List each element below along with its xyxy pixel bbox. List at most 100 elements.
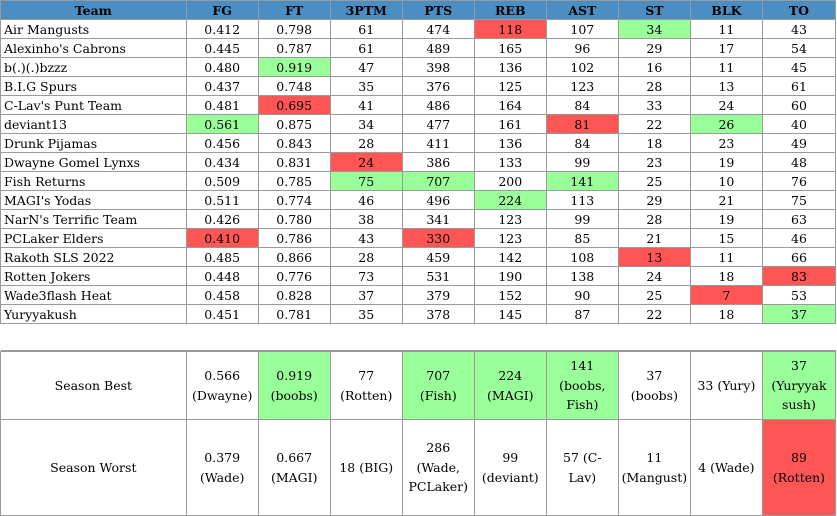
stat-cell-to[interactable]: 76 <box>761 171 837 191</box>
stat-cell-3ptm[interactable]: 75 <box>329 171 403 191</box>
stat-cell-st[interactable]: 34 <box>617 19 691 39</box>
season-best-cell-pts[interactable]: 707 (Fish) <box>401 351 475 420</box>
stat-cell-ft[interactable]: 0.787 <box>257 38 331 58</box>
column-header-fg[interactable]: FG <box>185 0 259 20</box>
stat-cell-reb[interactable]: 164 <box>473 95 547 115</box>
stat-cell-ast[interactable]: 84 <box>545 133 619 153</box>
stat-cell-ast[interactable]: 87 <box>545 304 619 324</box>
season-best-cell-to[interactable]: 37 (Yuryyak sush) <box>761 351 837 420</box>
column-header-st[interactable]: ST <box>617 0 691 20</box>
stat-cell-reb[interactable]: 125 <box>473 76 547 96</box>
season-best-cell-fg[interactable]: 0.566 (Dwayne) <box>185 351 259 420</box>
stat-cell-reb[interactable]: 145 <box>473 304 547 324</box>
stat-cell-to[interactable]: 45 <box>761 57 837 77</box>
team-name-cell[interactable]: B.I.G Spurs <box>0 76 187 96</box>
stat-cell-fg[interactable]: 0.445 <box>185 38 259 58</box>
stat-cell-reb[interactable]: 190 <box>473 266 547 286</box>
stat-cell-fg[interactable]: 0.448 <box>185 266 259 286</box>
stat-cell-fg[interactable]: 0.511 <box>185 190 259 210</box>
team-name-cell[interactable]: Rakoth SLS 2022 <box>0 247 187 267</box>
stat-cell-ast[interactable]: 107 <box>545 19 619 39</box>
stat-cell-to[interactable]: 61 <box>761 76 837 96</box>
team-name-cell[interactable]: Alexinho's Cabrons <box>0 38 187 58</box>
stat-cell-blk[interactable]: 18 <box>689 266 763 286</box>
stat-cell-pts[interactable]: 378 <box>401 304 475 324</box>
season-best-cell-reb[interactable]: 224 (MAGI) <box>473 351 547 420</box>
stat-cell-ft[interactable]: 0.785 <box>257 171 331 191</box>
stat-cell-to[interactable]: 75 <box>761 190 837 210</box>
stat-cell-fg[interactable]: 0.561 <box>185 114 259 134</box>
column-header-pts[interactable]: PTS <box>401 0 475 20</box>
stat-cell-st[interactable]: 28 <box>617 209 691 229</box>
stat-cell-ast[interactable]: 99 <box>545 152 619 172</box>
season-best-cell-st[interactable]: 37 (boobs) <box>617 351 691 420</box>
stat-cell-st[interactable]: 28 <box>617 76 691 96</box>
stat-cell-st[interactable]: 29 <box>617 38 691 58</box>
stat-cell-fg[interactable]: 0.437 <box>185 76 259 96</box>
team-name-cell[interactable]: Rotten Jokers <box>0 266 187 286</box>
stat-cell-3ptm[interactable]: 24 <box>329 152 403 172</box>
stat-cell-ast[interactable]: 96 <box>545 38 619 58</box>
stat-cell-ft[interactable]: 0.843 <box>257 133 331 153</box>
stat-cell-ft[interactable]: 0.774 <box>257 190 331 210</box>
stat-cell-fg[interactable]: 0.451 <box>185 304 259 324</box>
team-name-cell[interactable]: deviant13 <box>0 114 187 134</box>
stat-cell-3ptm[interactable]: 28 <box>329 133 403 153</box>
stat-cell-blk[interactable]: 10 <box>689 171 763 191</box>
stat-cell-fg[interactable]: 0.485 <box>185 247 259 267</box>
stat-cell-ft[interactable]: 0.695 <box>257 95 331 115</box>
stat-cell-pts[interactable]: 459 <box>401 247 475 267</box>
stat-cell-reb[interactable]: 142 <box>473 247 547 267</box>
team-name-cell[interactable]: C-Lav's Punt Team <box>0 95 187 115</box>
stat-cell-ft[interactable]: 0.748 <box>257 76 331 96</box>
stat-cell-blk[interactable]: 24 <box>689 95 763 115</box>
stat-cell-pts[interactable]: 474 <box>401 19 475 39</box>
stat-cell-to[interactable]: 48 <box>761 152 837 172</box>
season-worst-cell-fg[interactable]: 0.379 (Wade) <box>185 419 259 516</box>
stat-cell-ast[interactable]: 81 <box>545 114 619 134</box>
season-best-cell-blk[interactable]: 33 (Yury) <box>689 351 763 420</box>
stat-cell-ft[interactable]: 0.875 <box>257 114 331 134</box>
stat-cell-ft[interactable]: 0.919 <box>257 57 331 77</box>
stat-cell-ft[interactable]: 0.781 <box>257 304 331 324</box>
stat-cell-reb[interactable]: 200 <box>473 171 547 191</box>
stat-cell-pts[interactable]: 411 <box>401 133 475 153</box>
stat-cell-blk[interactable]: 17 <box>689 38 763 58</box>
stat-cell-to[interactable]: 66 <box>761 247 837 267</box>
stat-cell-ast[interactable]: 90 <box>545 285 619 305</box>
stat-cell-reb[interactable]: 123 <box>473 209 547 229</box>
stat-cell-reb[interactable]: 161 <box>473 114 547 134</box>
stat-cell-ft[interactable]: 0.828 <box>257 285 331 305</box>
stat-cell-ft[interactable]: 0.866 <box>257 247 331 267</box>
stat-cell-reb[interactable]: 118 <box>473 19 547 39</box>
stat-cell-reb[interactable]: 224 <box>473 190 547 210</box>
stat-cell-pts[interactable]: 707 <box>401 171 475 191</box>
season-worst-cell-ast[interactable]: 57 (C- Lav) <box>545 419 619 516</box>
stat-cell-fg[interactable]: 0.509 <box>185 171 259 191</box>
stat-cell-pts[interactable]: 386 <box>401 152 475 172</box>
team-name-cell[interactable]: MAGI's Yodas <box>0 190 187 210</box>
stat-cell-pts[interactable]: 379 <box>401 285 475 305</box>
stat-cell-ast[interactable]: 123 <box>545 76 619 96</box>
column-header-team[interactable]: Team <box>0 0 187 20</box>
stat-cell-st[interactable]: 33 <box>617 95 691 115</box>
stat-cell-st[interactable]: 25 <box>617 285 691 305</box>
stat-cell-pts[interactable]: 376 <box>401 76 475 96</box>
stat-cell-pts[interactable]: 477 <box>401 114 475 134</box>
stat-cell-st[interactable]: 21 <box>617 228 691 248</box>
stat-cell-to[interactable]: 46 <box>761 228 837 248</box>
stat-cell-reb[interactable]: 123 <box>473 228 547 248</box>
stat-cell-ast[interactable]: 138 <box>545 266 619 286</box>
team-name-cell[interactable]: Air Mangusts <box>0 19 187 39</box>
stat-cell-3ptm[interactable]: 37 <box>329 285 403 305</box>
stat-cell-ft[interactable]: 0.780 <box>257 209 331 229</box>
stat-cell-ft[interactable]: 0.831 <box>257 152 331 172</box>
stat-cell-fg[interactable]: 0.410 <box>185 228 259 248</box>
stat-cell-to[interactable]: 83 <box>761 266 837 286</box>
stat-cell-ast[interactable]: 108 <box>545 247 619 267</box>
season-worst-cell-to[interactable]: 89 (Rotten) <box>761 419 837 516</box>
stat-cell-pts[interactable]: 496 <box>401 190 475 210</box>
column-header-ft[interactable]: FT <box>257 0 331 20</box>
stat-cell-3ptm[interactable]: 41 <box>329 95 403 115</box>
stat-cell-ast[interactable]: 102 <box>545 57 619 77</box>
